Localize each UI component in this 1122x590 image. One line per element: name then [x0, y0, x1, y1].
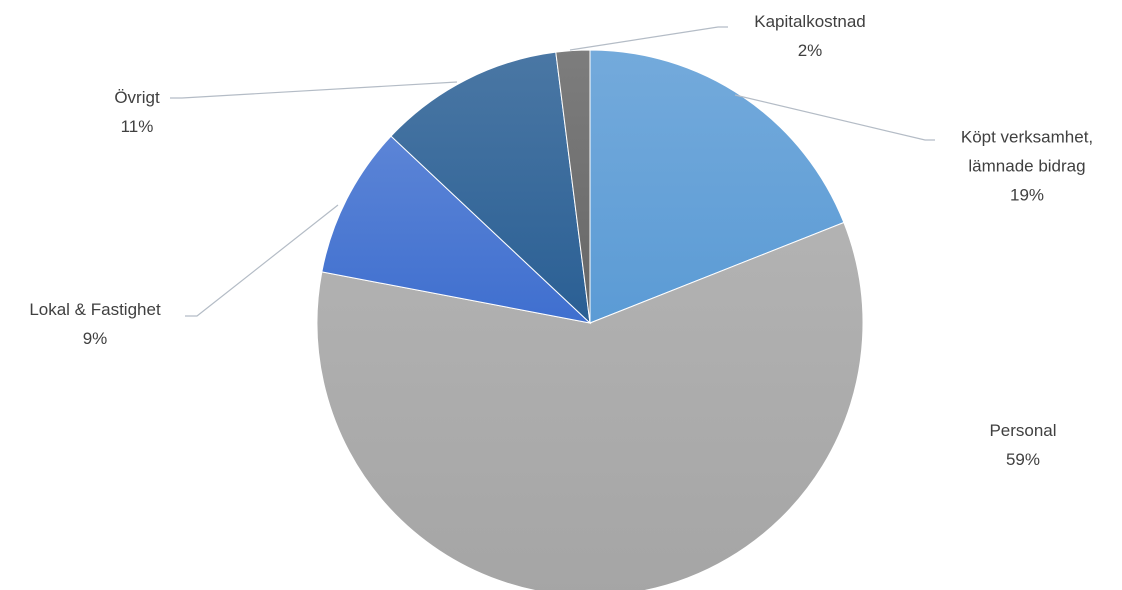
category-label: Lokal & Fastighet: [29, 300, 161, 319]
leader-line: [185, 204, 339, 317]
slice-label: Lokal & Fastighet 9%: [29, 295, 160, 353]
value-label: 59%: [1005, 450, 1041, 469]
leader-line: [170, 81, 458, 99]
category-label: Övrigt: [114, 88, 160, 107]
slice-label: Kapitalkostnad 2%: [754, 7, 866, 65]
pie-slice: [390, 51, 591, 325]
leader-line: [734, 94, 935, 141]
leader-line: [569, 26, 728, 51]
value-label: 11%: [120, 117, 154, 136]
pie-slice: [555, 49, 591, 324]
slice-label: Köpt verksamhet, lämnade bidrag 19%: [942, 123, 1112, 210]
value-label: 2%: [797, 41, 823, 60]
slice-label: Personal 59%: [989, 416, 1056, 474]
pie-slice: [321, 135, 592, 324]
value-label: 9%: [82, 329, 108, 348]
category-label: Kapitalkostnad: [754, 12, 866, 31]
value-label: 19%: [1009, 185, 1045, 205]
category-label: Personal: [989, 421, 1057, 440]
pie-slice: [316, 221, 864, 590]
category-label: Köpt verksamhet, lämnade bidrag: [960, 127, 1094, 176]
slice-label: Övrigt 11%: [114, 83, 159, 141]
